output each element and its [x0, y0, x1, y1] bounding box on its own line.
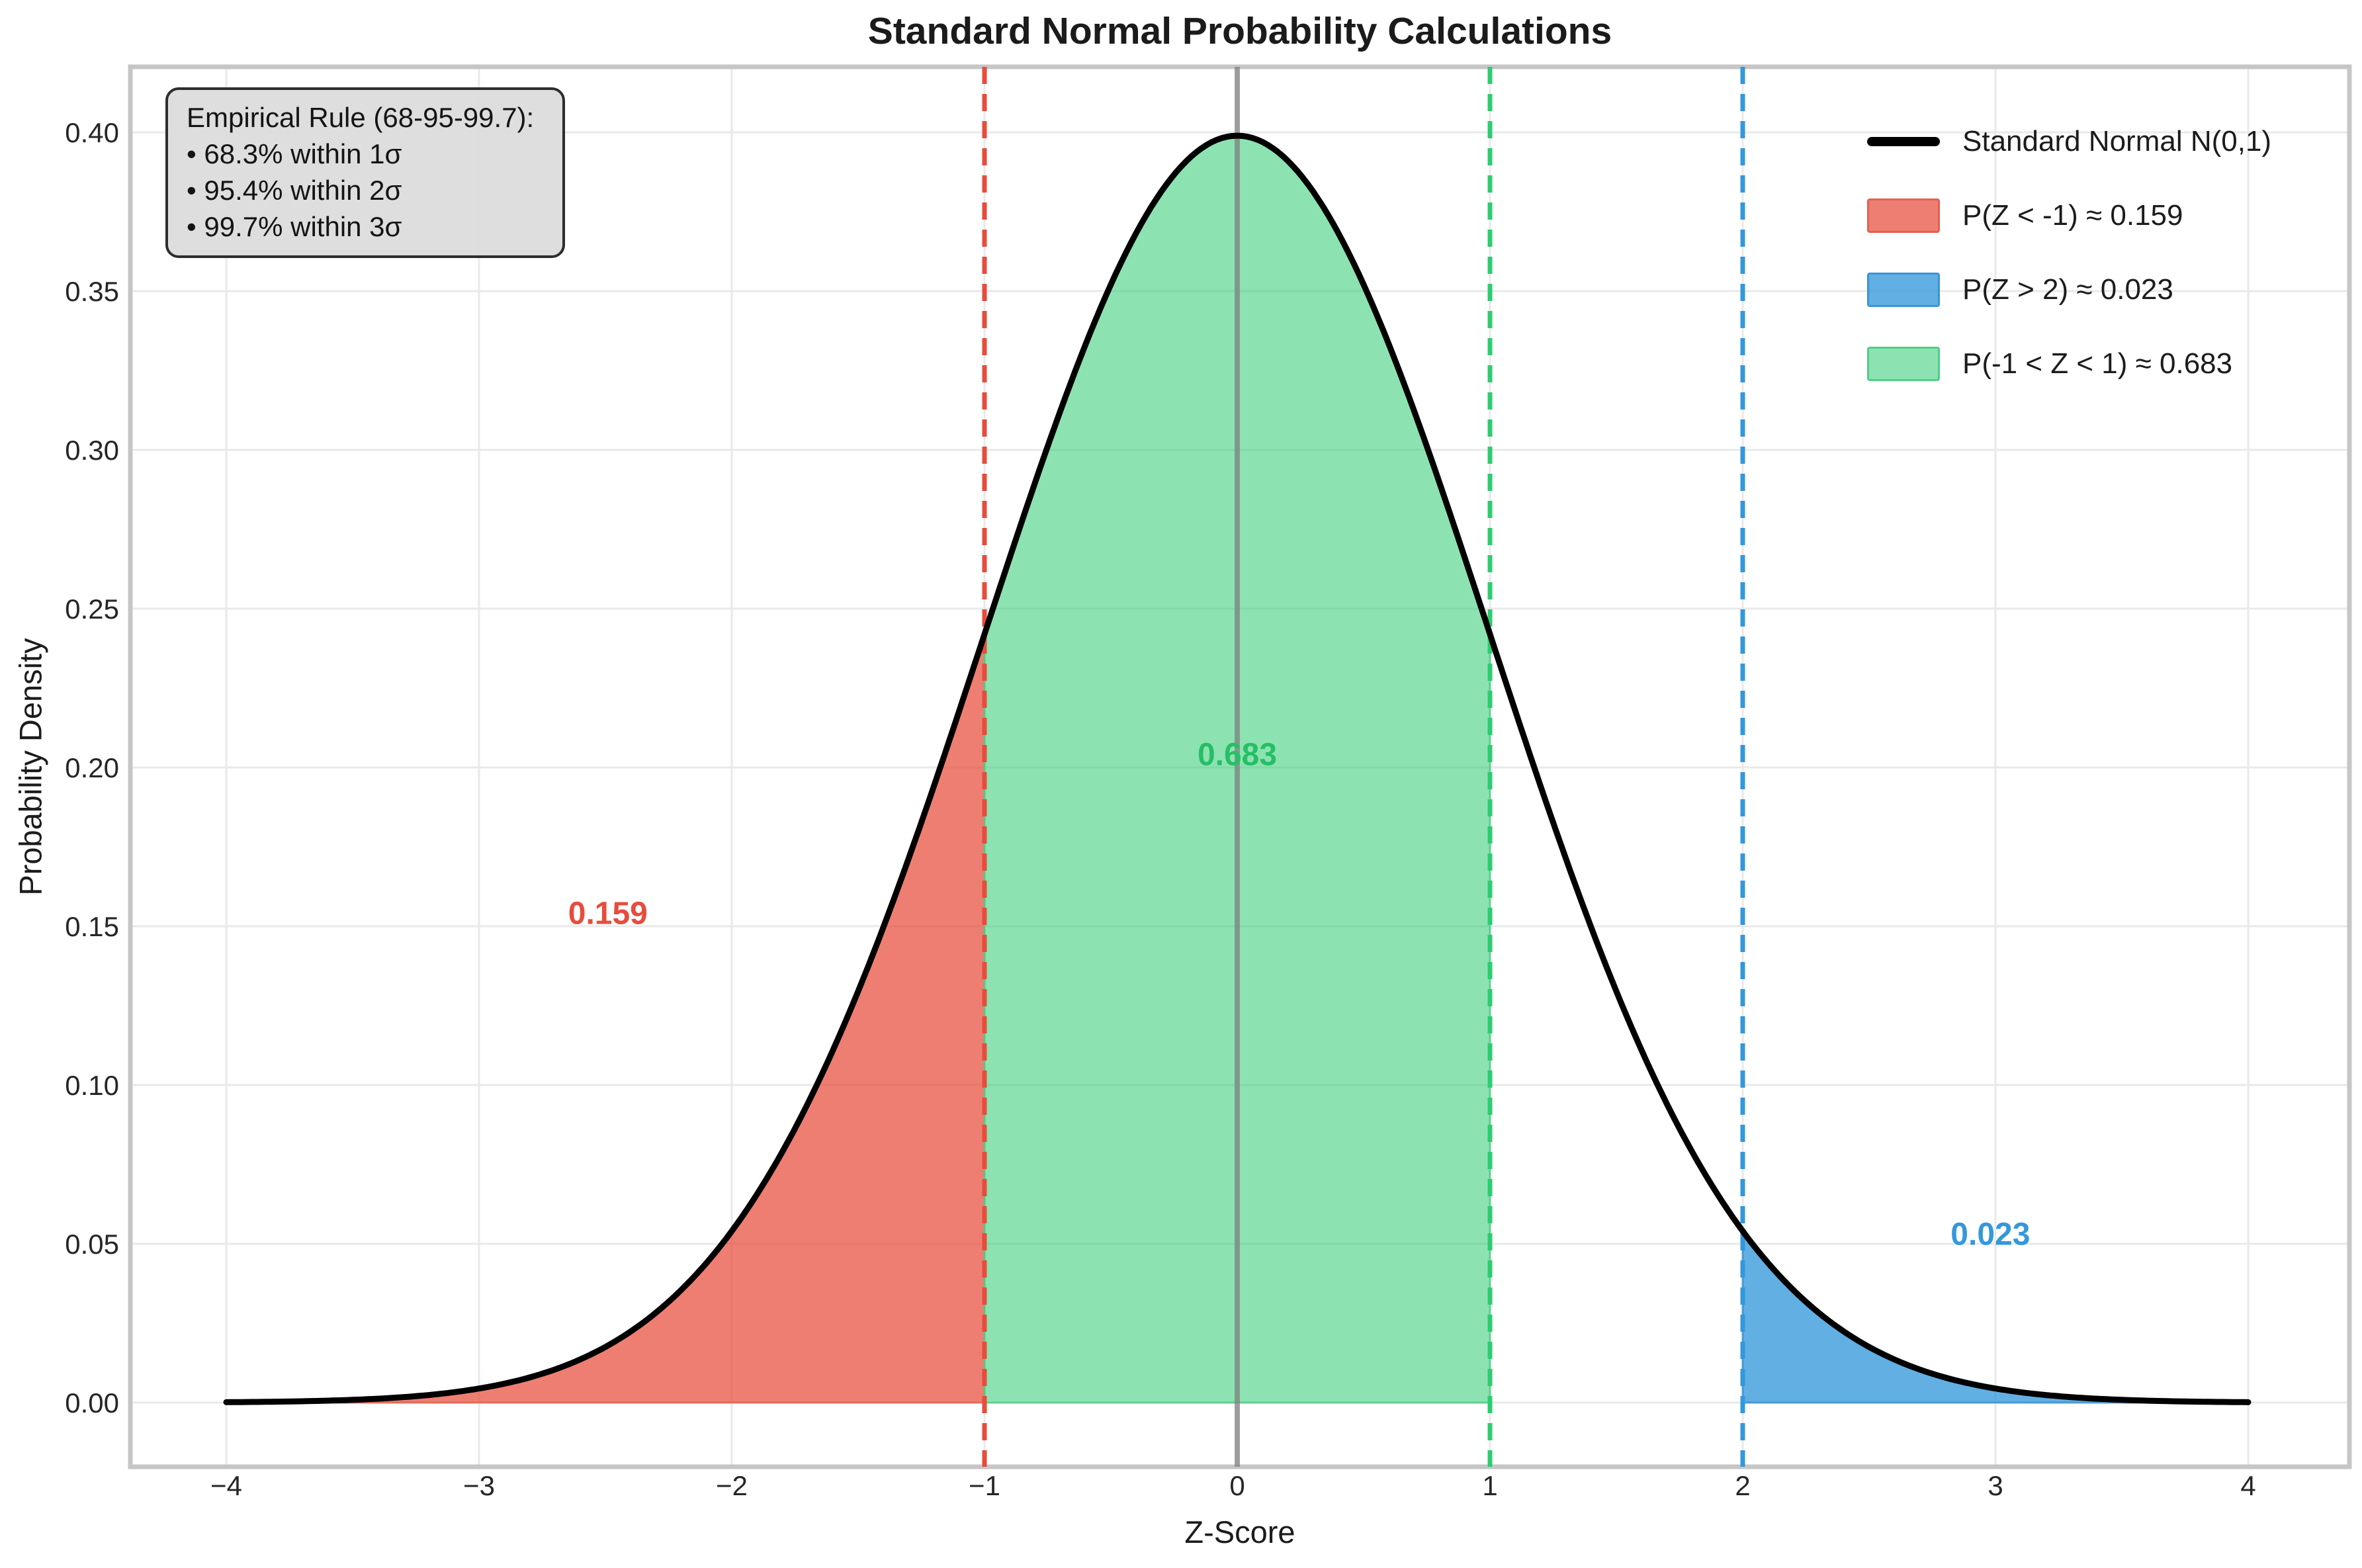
y-tick-label: 0.00: [65, 1387, 119, 1418]
y-tick-label: 0.10: [65, 1070, 119, 1101]
x-axis-label: Z-Score: [1184, 1514, 1295, 1549]
x-tick-label: −2: [716, 1470, 748, 1501]
y-tick-label: 0.40: [65, 117, 119, 148]
legend-entry-left-tail: P(Z < -1) ≈ 0.159: [1867, 179, 2271, 253]
legend-entry-right-tail: P(Z > 2) ≈ 0.023: [1867, 253, 2271, 327]
y-tick-label: 0.15: [65, 911, 119, 942]
legend-label: P(Z > 2) ≈ 0.023: [1962, 273, 2173, 306]
x-tick-label: −4: [210, 1470, 242, 1501]
x-tick-label: 3: [1988, 1470, 2003, 1501]
y-tick-label: 0.20: [65, 752, 119, 783]
y-tick-label: 0.05: [65, 1229, 119, 1260]
normal-pdf-curve: [223, 132, 2252, 1405]
annotation-center-probability: 0.683: [1197, 737, 1278, 773]
x-tick-label: 0: [1229, 1470, 1245, 1501]
legend-entry-center: P(-1 < Z < 1) ≈ 0.683: [1867, 327, 2271, 401]
x-tick-label: 2: [1735, 1470, 1750, 1501]
chart-title: Standard Normal Probability Calculations: [867, 10, 1612, 52]
empirical-rule-line-1sigma: • 68.3% within 1σ: [187, 138, 402, 169]
y-axis-label: Probability Density: [13, 638, 48, 896]
y-tick-label: 0.30: [65, 435, 119, 466]
x-tick-label: −1: [969, 1470, 1000, 1501]
annotation-right-tail-probability: 0.023: [1950, 1217, 2031, 1252]
legend-red-patch: [1867, 198, 1940, 233]
x-tick-label: 4: [2240, 1470, 2255, 1501]
empirical-rule-box: Empirical Rule (68-95-99.7): • 68.3% wit…: [165, 87, 565, 258]
legend-label: P(Z < -1) ≈ 0.159: [1962, 199, 2183, 232]
legend-line-swatch: [1867, 137, 1940, 146]
y-tick-label: 0.25: [65, 593, 119, 625]
legend-label: P(-1 < Z < 1) ≈ 0.683: [1962, 347, 2233, 380]
legend: Standard Normal N(0,1) P(Z < -1) ≈ 0.159…: [1867, 105, 2271, 401]
legend-blue-patch: [1867, 273, 1940, 307]
y-tick-label: 0.35: [65, 276, 119, 307]
empirical-rule-title: Empirical Rule (68-95-99.7):: [187, 102, 535, 133]
legend-label: Standard Normal N(0,1): [1962, 125, 2272, 157]
empirical-rule-line-3sigma: • 99.7% within 3σ: [187, 211, 402, 242]
annotation-left-tail-probability: 0.159: [568, 896, 648, 932]
legend-entry-curve: Standard Normal N(0,1): [1867, 105, 2271, 179]
empirical-rule-line-2sigma: • 95.4% within 2σ: [187, 175, 402, 206]
legend-green-patch: [1867, 347, 1940, 381]
x-tick-label: −3: [463, 1470, 495, 1501]
x-tick-label: 1: [1482, 1470, 1497, 1501]
region-fill-0: [225, 634, 986, 1404]
